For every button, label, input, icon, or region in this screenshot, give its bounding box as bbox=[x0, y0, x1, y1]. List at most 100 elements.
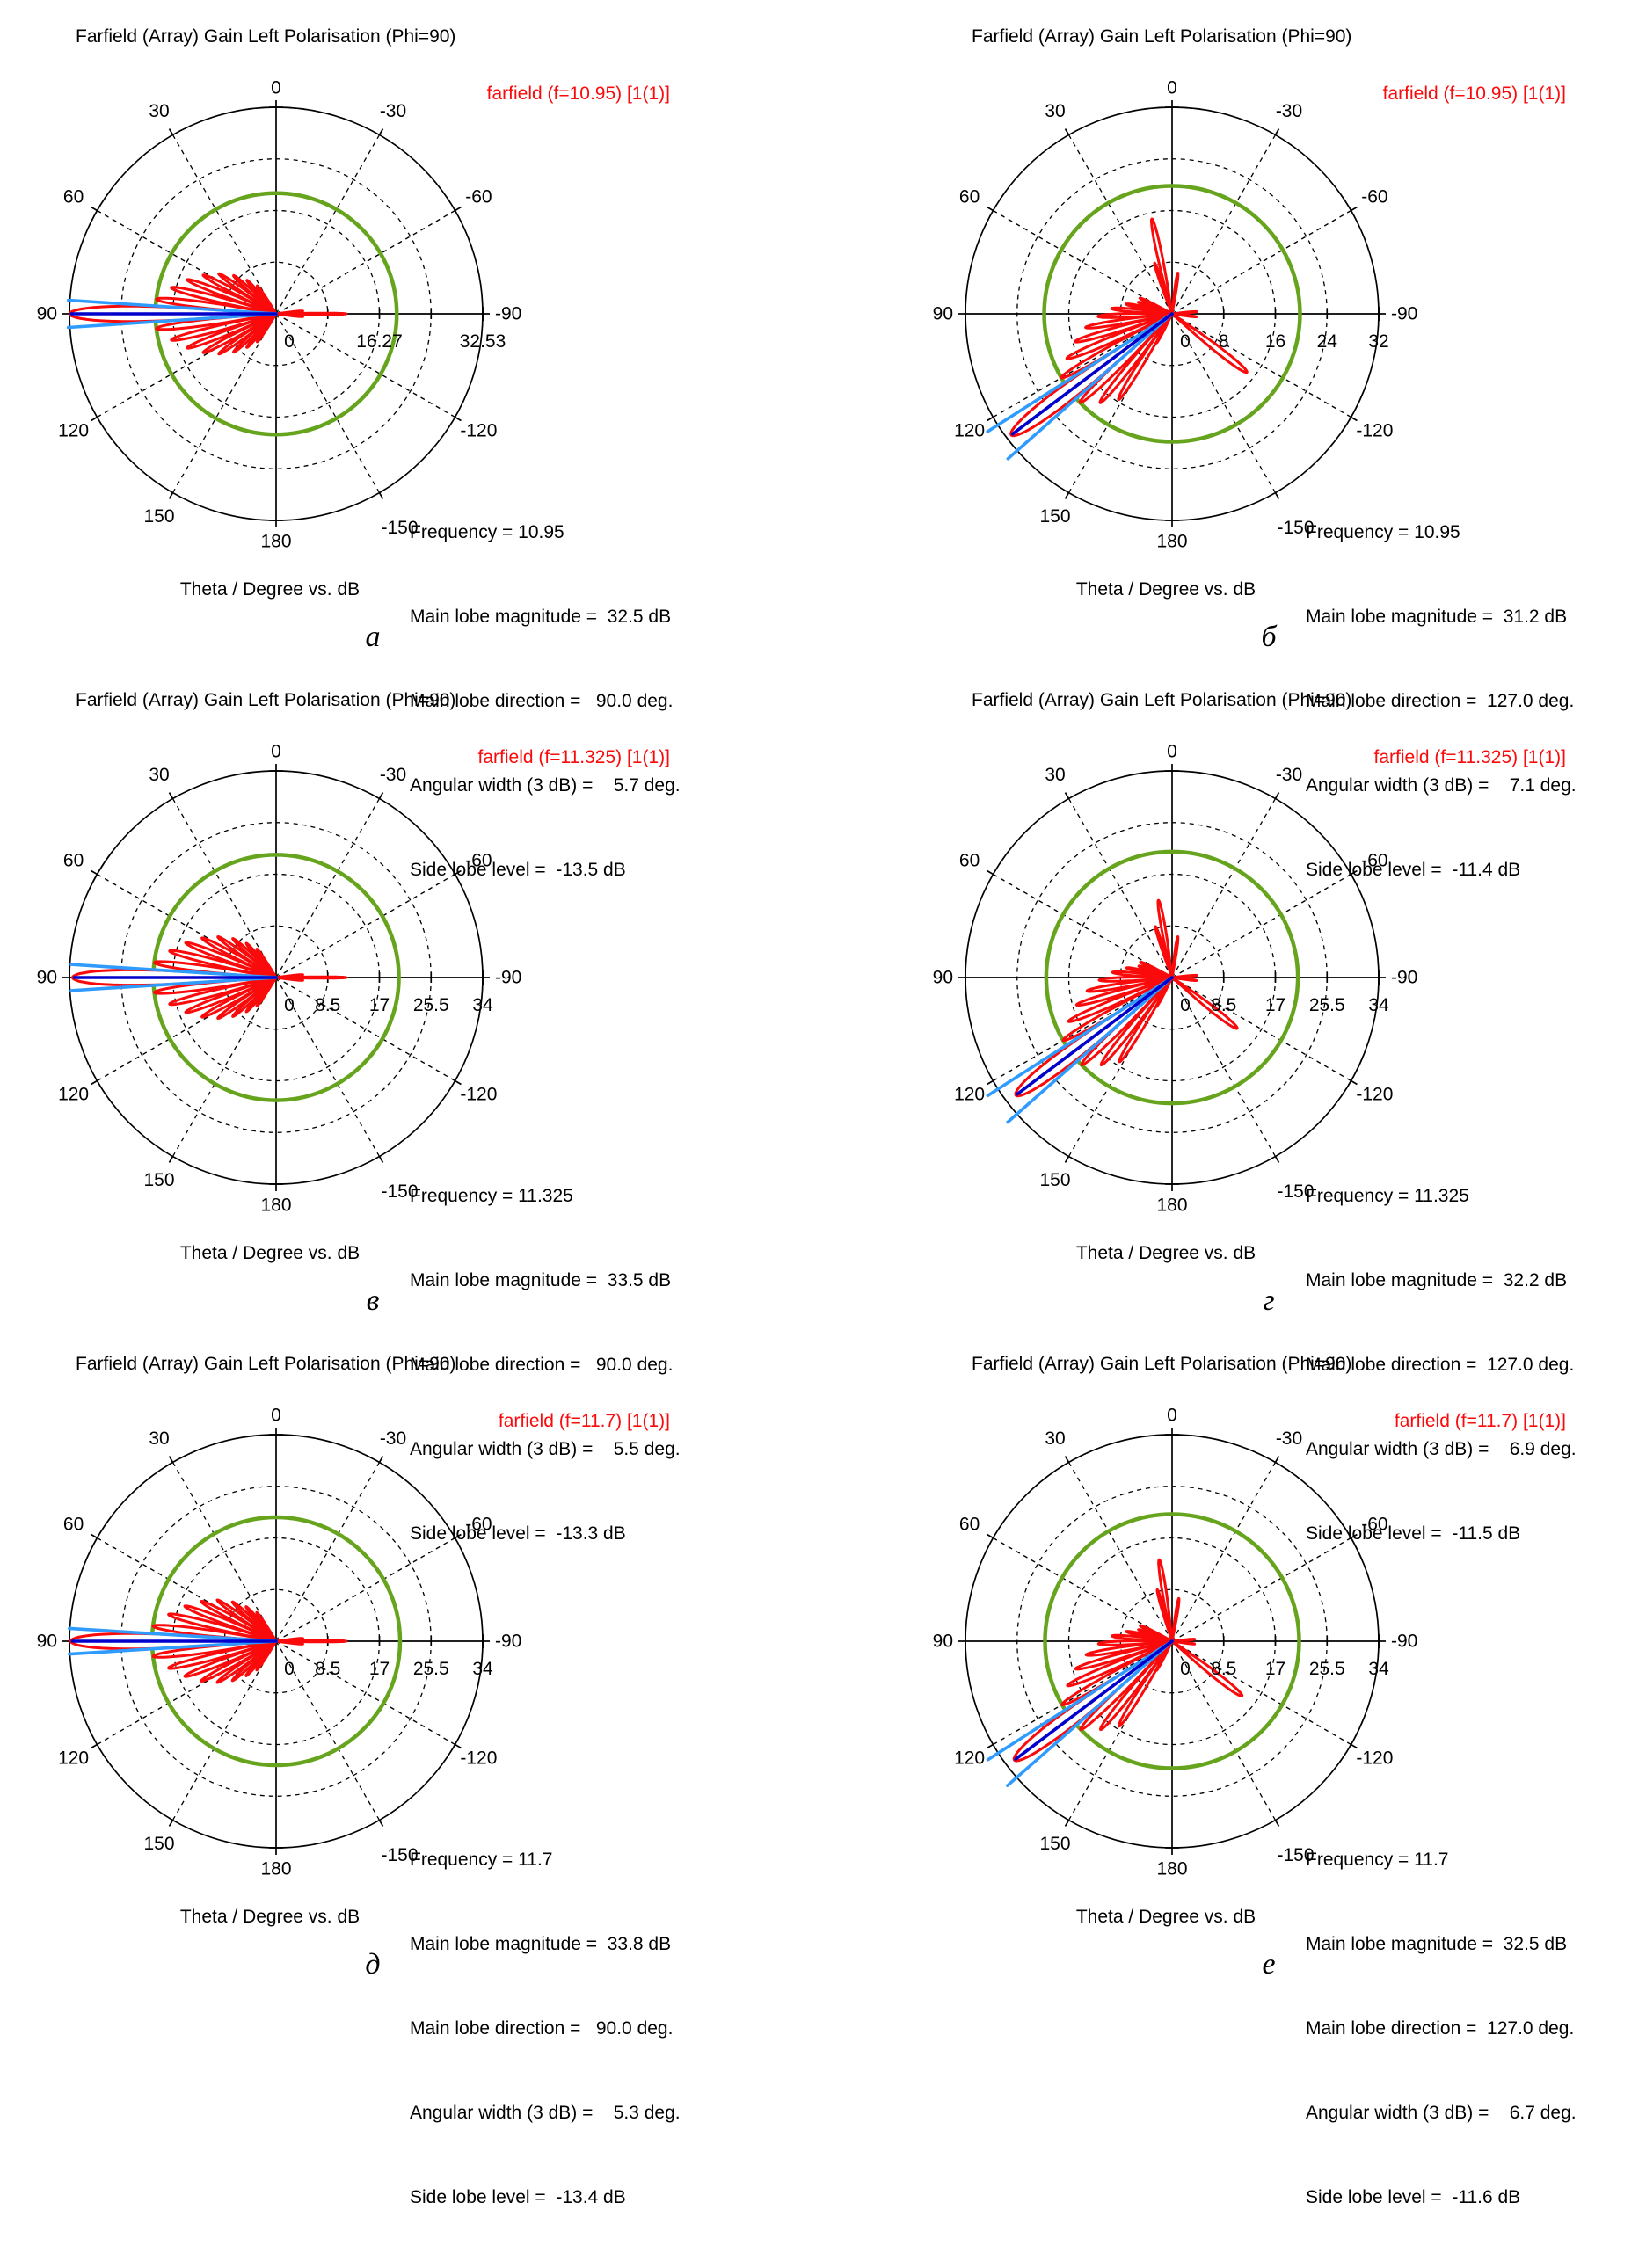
stat-main-lobe-direction: Main lobe direction = 127.0 deg. bbox=[1306, 691, 1575, 711]
theta-axis-label: Theta / Degree vs. dB bbox=[179, 579, 361, 600]
svg-text:150: 150 bbox=[1039, 506, 1070, 527]
svg-text:25.5: 25.5 bbox=[413, 995, 449, 1015]
stat-side-lobe-level: Side lobe level = -13.5 dB bbox=[410, 860, 626, 880]
svg-text:30: 30 bbox=[149, 765, 169, 785]
stat-frequency: Frequency = 10.95 bbox=[1306, 522, 1460, 542]
svg-text:8.5: 8.5 bbox=[315, 995, 340, 1015]
svg-text:-60: -60 bbox=[465, 1515, 492, 1535]
svg-text:-90: -90 bbox=[1391, 1632, 1417, 1652]
polar-plot: 0 30 60 90 120 150 180 -30 -60 -90 -120 -150 0 8.5 17 2… bbox=[37, 742, 522, 1216]
stats-block: Frequency = 11.325 Main lobe magnitude =… bbox=[1306, 1126, 1577, 1604]
svg-text:-150: -150 bbox=[381, 1845, 418, 1865]
polar-plot: 0 30 60 90 120 150 180 -30 -60 -90 -120 -150 0 8.5 17 2… bbox=[933, 1406, 1418, 1879]
svg-text:34: 34 bbox=[472, 1659, 493, 1679]
stats-block: Frequency = 11.7 Main lobe magnitude = 3… bbox=[1306, 1790, 1577, 2268]
theta-axis-label: Theta / Degree vs. dB bbox=[179, 1243, 361, 1263]
svg-text:0: 0 bbox=[1167, 1406, 1177, 1426]
svg-text:-60: -60 bbox=[465, 851, 492, 871]
svg-text:-60: -60 bbox=[1361, 187, 1387, 207]
svg-text:120: 120 bbox=[954, 1085, 985, 1105]
stat-main-lobe-direction: Main lobe direction = 90.0 deg. bbox=[410, 2018, 674, 2039]
svg-text:-90: -90 bbox=[1391, 968, 1417, 988]
page: { "chart_data": { "type": "polar", "thet… bbox=[0, 0, 1646, 2207]
svg-text:32.53: 32.53 bbox=[460, 331, 506, 352]
stat-main-lobe-magnitude: Main lobe magnitude = 33.8 dB bbox=[410, 1934, 672, 1954]
legend-farfield-trace: farfield (f=11.7) [1(1)] bbox=[498, 1411, 670, 1431]
svg-text:120: 120 bbox=[954, 1748, 985, 1769]
stat-main-lobe-magnitude: Main lobe magnitude = 32.2 dB bbox=[1306, 1270, 1568, 1290]
farfield-panel-v: 0 30 60 90 120 150 180 -30 -60 -90 -120 -150 0 8.5 17 2… bbox=[0, 664, 827, 1544]
svg-text:-150: -150 bbox=[1277, 518, 1314, 538]
svg-text:180: 180 bbox=[1156, 1196, 1187, 1216]
stat-frequency: Frequency = 11.7 bbox=[410, 1850, 553, 1870]
farfield-panel-e: 0 30 60 90 120 150 180 -30 -60 -90 -120 -150 0 8.5 17 2… bbox=[896, 1327, 1646, 2207]
farfield-panel-a: 0 30 60 90 120 150 180 -30 -60 -90 -120 -150 0 16.27 3… bbox=[0, 0, 827, 880]
farfield-panel-d: 0 30 60 90 120 150 180 -30 -60 -90 -120 -150 0 8.5 17 2… bbox=[0, 1327, 827, 2207]
svg-text:34: 34 bbox=[1368, 995, 1389, 1015]
svg-text:17: 17 bbox=[369, 1659, 390, 1679]
stats-block: Frequency = 10.95 Main lobe magnitude = … bbox=[410, 462, 681, 941]
svg-text:30: 30 bbox=[1045, 101, 1065, 121]
svg-text:17: 17 bbox=[369, 995, 390, 1015]
chart-title: Farfield (Array) Gain Left Polarisation … bbox=[76, 26, 456, 47]
chart-title: Farfield (Array) Gain Left Polarisation … bbox=[972, 1354, 1352, 1374]
svg-text:60: 60 bbox=[959, 187, 980, 207]
polar-plot: 0 30 60 90 120 150 180 -30 -60 -90 -120 -150 0 8.5 17 2… bbox=[37, 1406, 522, 1879]
svg-text:-150: -150 bbox=[1277, 1845, 1314, 1865]
stat-main-lobe-magnitude: Main lobe magnitude = 32.5 dB bbox=[1306, 1934, 1568, 1954]
svg-text:25.5: 25.5 bbox=[413, 1659, 449, 1679]
stat-frequency: Frequency = 11.7 bbox=[1306, 1850, 1449, 1870]
chart-title: Farfield (Array) Gain Left Polarisation … bbox=[76, 690, 456, 710]
stats-block: Frequency = 11.325 Main lobe magnitude =… bbox=[410, 1126, 681, 1604]
svg-text:32: 32 bbox=[1368, 331, 1388, 352]
subfigure-letter: в bbox=[366, 1284, 380, 1317]
svg-text:34: 34 bbox=[1368, 1659, 1389, 1679]
stat-angular-width: Angular width (3 dB) = 5.7 deg. bbox=[410, 775, 681, 796]
svg-text:0: 0 bbox=[271, 742, 281, 762]
svg-text:0: 0 bbox=[1167, 742, 1177, 762]
svg-text:90: 90 bbox=[933, 304, 953, 324]
legend-farfield-trace: farfield (f=10.95) [1(1)] bbox=[1382, 84, 1566, 104]
svg-text:-30: -30 bbox=[380, 765, 406, 785]
svg-text:-120: -120 bbox=[1356, 1748, 1393, 1769]
subfigure-letter: а bbox=[365, 621, 381, 653]
svg-text:0: 0 bbox=[284, 995, 295, 1015]
legend-farfield-trace: farfield (f=11.325) [1(1)] bbox=[477, 747, 670, 767]
svg-text:8.5: 8.5 bbox=[1211, 995, 1236, 1015]
svg-text:180: 180 bbox=[1156, 1859, 1187, 1879]
theta-axis-label: Theta / Degree vs. dB bbox=[1075, 579, 1256, 600]
svg-text:-30: -30 bbox=[1276, 765, 1302, 785]
svg-text:180: 180 bbox=[260, 1859, 291, 1879]
svg-text:30: 30 bbox=[149, 1428, 169, 1449]
stat-angular-width: Angular width (3 dB) = 7.1 deg. bbox=[1306, 775, 1577, 796]
svg-text:34: 34 bbox=[472, 995, 493, 1015]
svg-text:-150: -150 bbox=[381, 1181, 418, 1202]
svg-text:0: 0 bbox=[271, 1406, 281, 1426]
svg-text:0: 0 bbox=[1180, 1659, 1191, 1679]
svg-text:8: 8 bbox=[1219, 331, 1229, 352]
stat-angular-width: Angular width (3 dB) = 6.9 deg. bbox=[1306, 1439, 1577, 1459]
svg-text:-90: -90 bbox=[495, 304, 521, 324]
polar-plot: 0 30 60 90 120 150 180 -30 -60 -90 -120 -150 0 16.27 3… bbox=[37, 78, 522, 552]
stat-angular-width: Angular width (3 dB) = 5.5 deg. bbox=[410, 1439, 681, 1459]
svg-text:120: 120 bbox=[954, 421, 985, 441]
svg-text:-120: -120 bbox=[1356, 1085, 1393, 1105]
svg-text:-150: -150 bbox=[1277, 1181, 1314, 1202]
svg-text:-90: -90 bbox=[495, 1632, 521, 1652]
stat-side-lobe-level: Side lobe level = -13.3 dB bbox=[410, 1523, 626, 1544]
stat-frequency: Frequency = 10.95 bbox=[410, 522, 564, 542]
stat-side-lobe-level: Side lobe level = -11.6 dB bbox=[1306, 2187, 1521, 2207]
subfigure-letter: г bbox=[1263, 1284, 1275, 1317]
legend-farfield-trace: farfield (f=11.7) [1(1)] bbox=[1394, 1411, 1566, 1431]
stat-main-lobe-direction: Main lobe direction = 127.0 deg. bbox=[1306, 2018, 1575, 2039]
svg-text:0: 0 bbox=[1180, 331, 1191, 352]
svg-text:0: 0 bbox=[284, 331, 295, 352]
stat-angular-width: Angular width (3 dB) = 6.7 deg. bbox=[1306, 2103, 1577, 2123]
legend-farfield-trace: farfield (f=10.95) [1(1)] bbox=[486, 84, 670, 104]
farfield-panel-g: 0 30 60 90 120 150 180 -30 -60 -90 -120 -150 0 8.5 17 2… bbox=[896, 664, 1646, 1544]
chart-title: Farfield (Array) Gain Left Polarisation … bbox=[972, 690, 1352, 710]
svg-text:-30: -30 bbox=[380, 1428, 406, 1449]
svg-text:150: 150 bbox=[1039, 1834, 1070, 1854]
stat-side-lobe-level: Side lobe level = -11.4 dB bbox=[1306, 860, 1521, 880]
stat-frequency: Frequency = 11.325 bbox=[410, 1186, 573, 1206]
